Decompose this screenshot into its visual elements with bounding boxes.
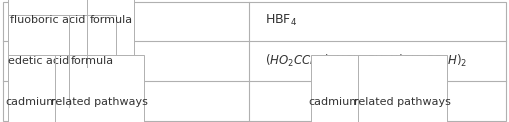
FancyBboxPatch shape — [8, 55, 144, 122]
Text: edetic acid: edetic acid — [8, 56, 69, 66]
Text: formula: formula — [90, 15, 132, 25]
Text: $(HO_2CCH_2)_2NCH_2CH_2N(CH_2CO_2H)_2$: $(HO_2CCH_2)_2NCH_2CH_2N(CH_2CO_2H)_2$ — [265, 53, 467, 69]
Text: formula: formula — [71, 56, 114, 66]
FancyBboxPatch shape — [3, 2, 506, 121]
Text: cadmium: cadmium — [5, 97, 57, 107]
Text: related pathways: related pathways — [354, 97, 451, 107]
FancyBboxPatch shape — [311, 55, 447, 122]
Text: fluoboric acid: fluoboric acid — [10, 15, 85, 25]
Text: HBF$_4$: HBF$_4$ — [265, 13, 297, 28]
FancyBboxPatch shape — [8, 15, 116, 107]
FancyBboxPatch shape — [8, 0, 134, 67]
Text: related pathways: related pathways — [51, 97, 148, 107]
Text: cadmium: cadmium — [308, 97, 361, 107]
